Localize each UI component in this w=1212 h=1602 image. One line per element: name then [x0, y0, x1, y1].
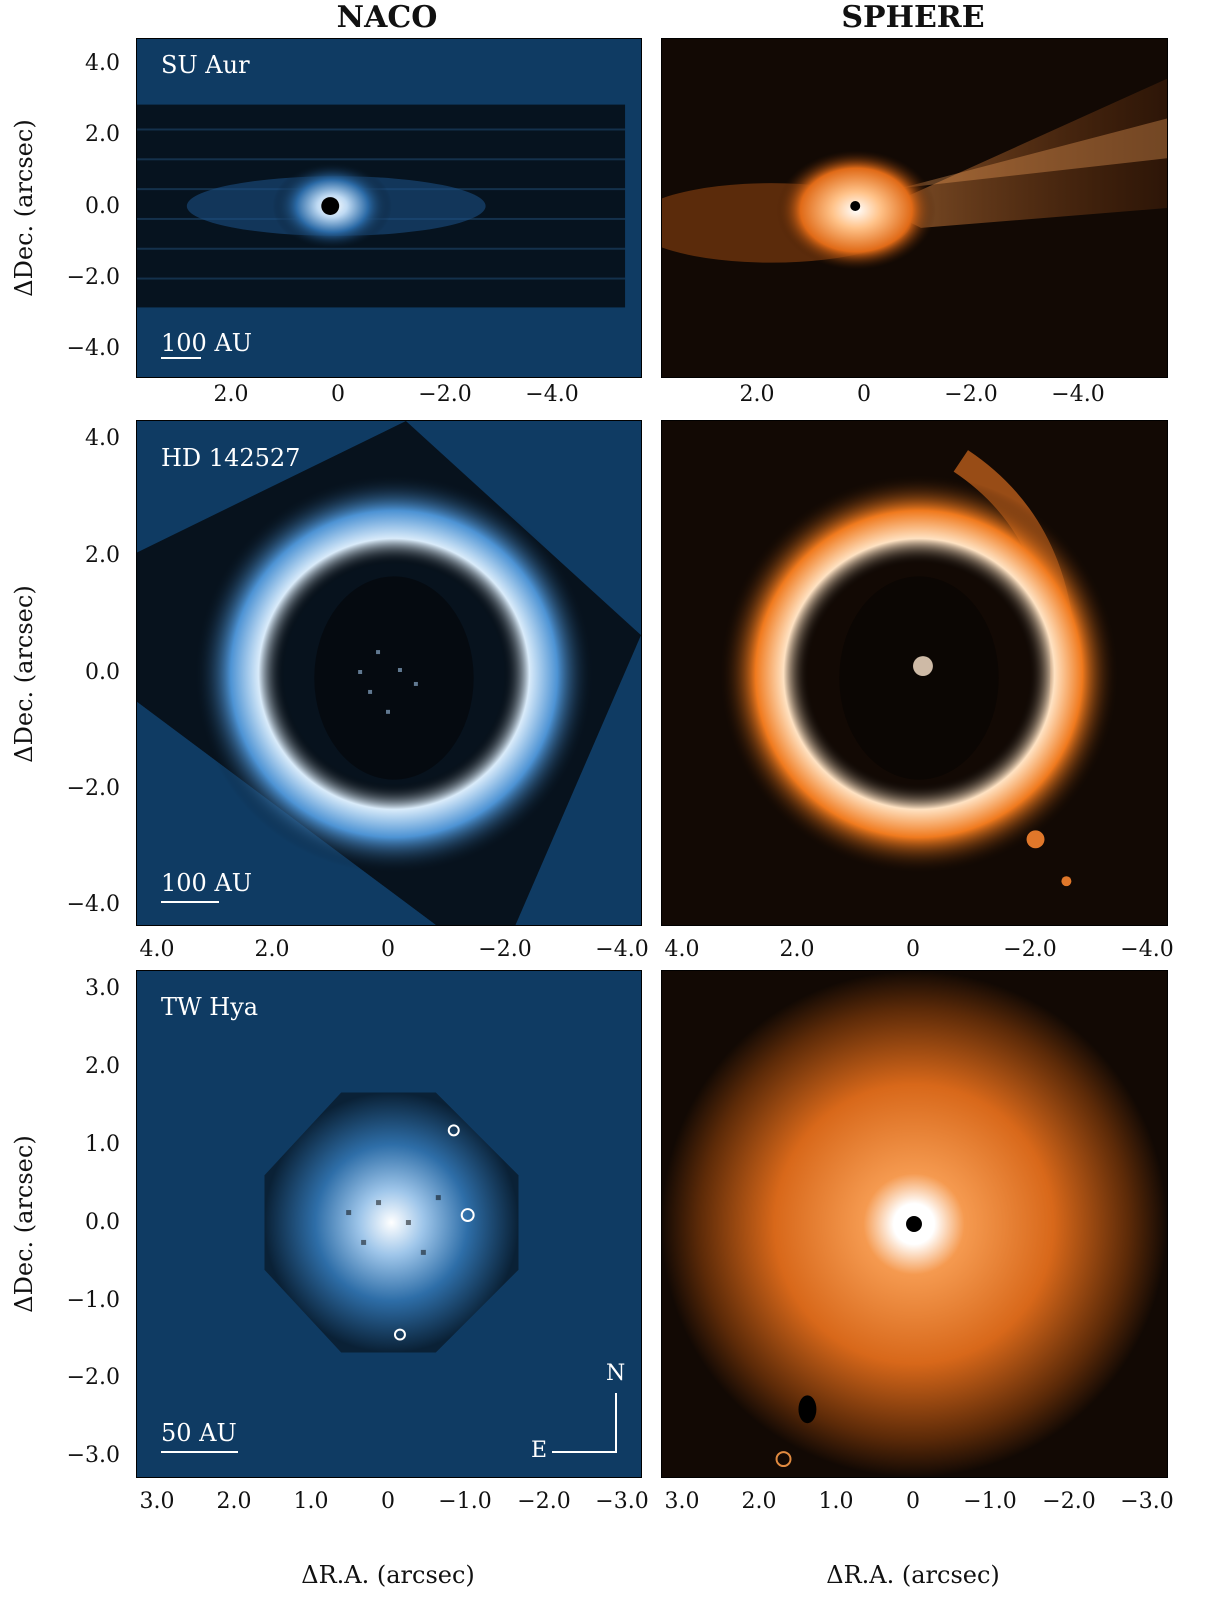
y-axis-label-row1: ΔDec. (arcsec) [10, 119, 38, 297]
ytick: −4.0 [66, 892, 120, 917]
xtick: 2.0 [741, 1489, 777, 1514]
target-label-tw-hya: TW Hya [161, 993, 259, 1021]
xtick: −2.0 [1003, 937, 1057, 962]
naco-column-title: NACO [336, 0, 438, 35]
x-axis-label-naco: ΔR.A. (arcsec) [301, 1561, 475, 1589]
sphere-tw-hya-image [661, 970, 1168, 1478]
xtick: 2.0 [254, 937, 290, 962]
ytick: −2.0 [66, 265, 120, 290]
ytick: −1.0 [66, 1288, 120, 1313]
y-axis-label-row3: ΔDec. (arcsec) [10, 1135, 38, 1313]
ytick: 0.0 [85, 1210, 120, 1235]
ytick: 2.0 [85, 1054, 120, 1079]
xtick: −2.0 [944, 382, 998, 407]
xtick: −4.0 [1120, 937, 1174, 962]
xtick: 3.0 [139, 1489, 175, 1514]
xtick: 4.0 [664, 937, 700, 962]
sphere-su-aur-image [661, 38, 1168, 378]
xtick: −2.0 [478, 937, 532, 962]
ytick: 3.0 [85, 976, 120, 1001]
ytick: 4.0 [85, 51, 120, 76]
ytick: 0.0 [85, 660, 120, 685]
xtick: 1.0 [293, 1489, 329, 1514]
xtick: 0 [906, 937, 920, 962]
scalebar-tw-hya [161, 1451, 238, 1453]
naco-tw-hya-image [136, 970, 642, 1478]
scalebar-hd142527 [161, 901, 219, 903]
xtick: 2.0 [779, 937, 815, 962]
compass-east-arrow [552, 1451, 617, 1453]
ytick: −4.0 [66, 336, 120, 361]
compass-east-label: E [531, 1438, 548, 1463]
xtick: 0 [381, 937, 395, 962]
xtick: −2.0 [517, 1489, 571, 1514]
ytick: 0.0 [85, 194, 120, 219]
x-axis-label-sphere: ΔR.A. (arcsec) [826, 1561, 1000, 1589]
scalebar-label-tw-hya: 50 AU [161, 1419, 237, 1447]
xtick: 1.0 [818, 1489, 854, 1514]
xtick: −1.0 [963, 1489, 1017, 1514]
scalebar-label-su-aur: 100 AU [161, 329, 252, 357]
target-label-su-aur: SU Aur [161, 51, 250, 79]
xtick: −4.0 [595, 937, 649, 962]
ytick: 2.0 [85, 543, 120, 568]
compass-north-arrow [615, 1393, 617, 1453]
xtick: −3.0 [595, 1489, 649, 1514]
ytick: 4.0 [85, 426, 120, 451]
xtick: 2.0 [216, 1489, 252, 1514]
naco-hd142527-image [136, 420, 642, 926]
target-label-hd142527: HD 142527 [161, 444, 301, 472]
xtick: 0 [331, 382, 345, 407]
xtick: −4.0 [1051, 382, 1105, 407]
sphere-hd142527-image [661, 420, 1168, 926]
xtick: −2.0 [1042, 1489, 1096, 1514]
naco-su-aur-image [136, 38, 642, 378]
ytick: −2.0 [66, 776, 120, 801]
ytick: −2.0 [66, 1365, 120, 1390]
xtick: −3.0 [1120, 1489, 1174, 1514]
sphere-column-title: SPHERE [841, 0, 985, 35]
xtick: 0 [381, 1489, 395, 1514]
compass-north-label: N [606, 1361, 626, 1386]
xtick: 0 [906, 1489, 920, 1514]
xtick: 3.0 [664, 1489, 700, 1514]
xtick: −2.0 [418, 382, 472, 407]
xtick: 2.0 [213, 382, 249, 407]
scalebar-su-aur [161, 357, 201, 359]
xtick: −1.0 [438, 1489, 492, 1514]
ytick: −3.0 [66, 1443, 120, 1468]
xtick: −4.0 [525, 382, 579, 407]
ytick: 2.0 [85, 122, 120, 147]
y-axis-label-row2: ΔDec. (arcsec) [10, 585, 38, 763]
xtick: 4.0 [139, 937, 175, 962]
xtick: 2.0 [739, 382, 775, 407]
ytick: 1.0 [85, 1132, 120, 1157]
xtick: 0 [857, 382, 871, 407]
scalebar-label-hd142527: 100 AU [161, 869, 252, 897]
